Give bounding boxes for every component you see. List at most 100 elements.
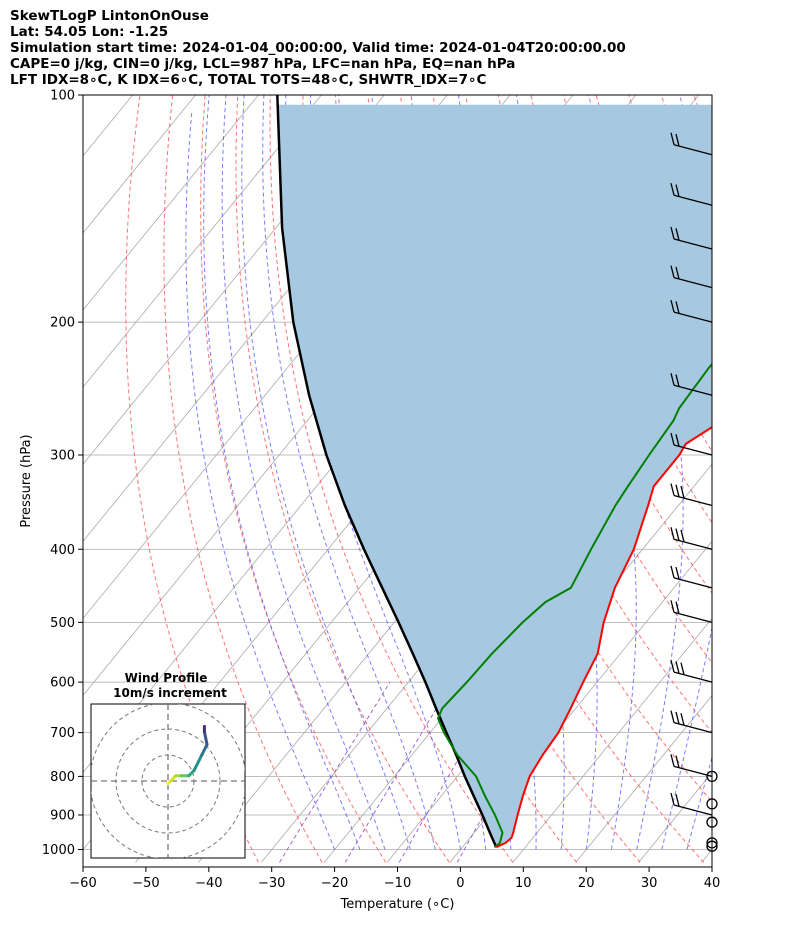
wind-barb-flag: [670, 565, 675, 579]
hodograph-segment: [200, 743, 209, 757]
moist-adiabat: [515, 95, 637, 850]
isotherm-line: [575, 694, 712, 863]
y-tick-label: 100: [50, 89, 75, 104]
wind-barb-staff: [673, 384, 713, 396]
wind-barb-staff: [673, 144, 713, 156]
dry-adiabat: [269, 95, 514, 863]
isotherm-line: [0, 95, 70, 862]
indices-line-1: CAPE=0 j/kg, CIN=0 j/kg, LCL=987 hPa, LF…: [10, 56, 516, 72]
wind-barb-staff: [673, 311, 713, 323]
wind-barb-flag: [670, 527, 675, 540]
hodograph-segment: [192, 753, 204, 773]
moist-adiabat: [262, 95, 436, 850]
isotherm-line: [765, 95, 794, 862]
x-tick-label: 30: [641, 876, 658, 891]
chart-header: SkewTLogP LintonOnOuse Lat: 54.05 Lon: -…: [10, 8, 790, 88]
x-tick-label: 20: [578, 876, 595, 891]
dewpoint-line: [436, 362, 712, 848]
moist-adiabat: [185, 110, 336, 850]
wind-barb-staff: [673, 577, 713, 589]
wind-barb-flag: [670, 792, 675, 806]
temperature-line: [495, 425, 712, 849]
wind-barb-flag: [670, 659, 675, 673]
profile-lines: [276, 95, 712, 849]
moist-adiabat: [203, 95, 361, 850]
wind-barb-flag: [675, 755, 680, 768]
wind-barb-flag: [675, 228, 680, 241]
wind-barb-staff: [673, 804, 713, 816]
wind-barb-flag: [675, 133, 680, 147]
wind-barb-flag: [680, 662, 685, 675]
isotherm-line: [512, 617, 712, 863]
hodograph-segment: [202, 730, 209, 747]
wind-barb-flag: [670, 600, 675, 613]
isotherm-line: [83, 95, 196, 234]
wind-barb-staff: [673, 765, 713, 778]
dry-adiabat: [759, 95, 794, 862]
wind-barb-flag: [680, 485, 685, 499]
wind-barb-flag: [675, 184, 680, 197]
wind-barb-flag: [670, 226, 675, 240]
axes: −60 −50 −40 −30 −20 −10 0 10 20 30 40 1000 900 800 700…: [19, 89, 720, 913]
y-tick-label: 200: [50, 316, 75, 331]
wind-barb-staff: [673, 721, 713, 734]
wind-barb-staff: [673, 444, 713, 456]
wind-barb-flag: [680, 713, 685, 726]
dry-adiabat: [400, 95, 712, 803]
wind-barb-flag: [670, 710, 675, 723]
wind-barb-flag: [670, 299, 675, 313]
parcel-profile-line: [276, 95, 497, 848]
wind-barb-staff: [673, 238, 713, 250]
wind-barb-flag: [675, 661, 680, 674]
y-tick-label: 900: [50, 808, 75, 823]
isotherm-line: [83, 95, 385, 465]
hodograph-title: Wind Profile: [125, 671, 208, 685]
y-tick-label: 1000: [42, 843, 75, 858]
y-tick-label: 800: [50, 770, 75, 785]
x-tick-label: 0: [456, 876, 464, 891]
hodograph-subtitle: 10m/s increment: [113, 686, 227, 700]
wind-barb-staff: [673, 611, 713, 624]
wind-barb-flag: [680, 529, 685, 543]
wind-barb-flag: [670, 183, 675, 196]
wind-barb-flag: [670, 265, 675, 278]
wind-barb-flag: [675, 566, 680, 580]
wind-barb-flag: [675, 528, 680, 541]
isotherm-line: [83, 95, 322, 388]
wind-barb-staff: [673, 194, 713, 206]
y-tick-label: 700: [50, 726, 75, 741]
wind-barb-flag: [670, 754, 675, 767]
wind-barb-flag: [670, 483, 675, 496]
y-tick-label: 600: [50, 676, 75, 691]
wind-barb-flag: [675, 266, 680, 280]
dry-adiabat: [163, 95, 323, 863]
x-tick-label: −30: [258, 876, 285, 891]
x-tick-label: 10: [515, 876, 532, 891]
hodograph-plot: [91, 704, 245, 858]
wind-barb-flag: [670, 373, 675, 386]
wind-barb-flag: [670, 432, 675, 446]
wind-barb-staff: [673, 538, 713, 550]
wind-barb-flag: [675, 794, 680, 807]
wind-barb-flag: [675, 434, 680, 447]
dry-adiabat: [726, 95, 794, 862]
wind-barb-flag: [670, 132, 675, 145]
x-tick-label: 40: [704, 876, 721, 891]
x-tick-label: −10: [384, 876, 411, 891]
y-axis-label: Pressure (hPa): [19, 434, 34, 527]
wind-barb-flag: [675, 301, 680, 314]
wind-barb-flag: [675, 601, 680, 614]
isotherm-line: [83, 95, 259, 311]
moist-adiabat: [711, 848, 712, 850]
wind-barb-staff: [673, 671, 713, 683]
y-tick-label: 300: [50, 448, 75, 463]
x-tick-label: −60: [69, 876, 96, 891]
cin-shading: [277, 104, 712, 848]
indices-line-2: LFT IDX=8∘C, K IDX=6∘C, TOTAL TOTS=48∘C,…: [10, 72, 487, 88]
wind-barb-staff: [673, 276, 713, 289]
wind-barb-flag: [675, 374, 680, 387]
time-line: Simulation start time: 2024-01-04_00:00:…: [10, 40, 626, 56]
wind-barb-flag: [675, 484, 680, 497]
